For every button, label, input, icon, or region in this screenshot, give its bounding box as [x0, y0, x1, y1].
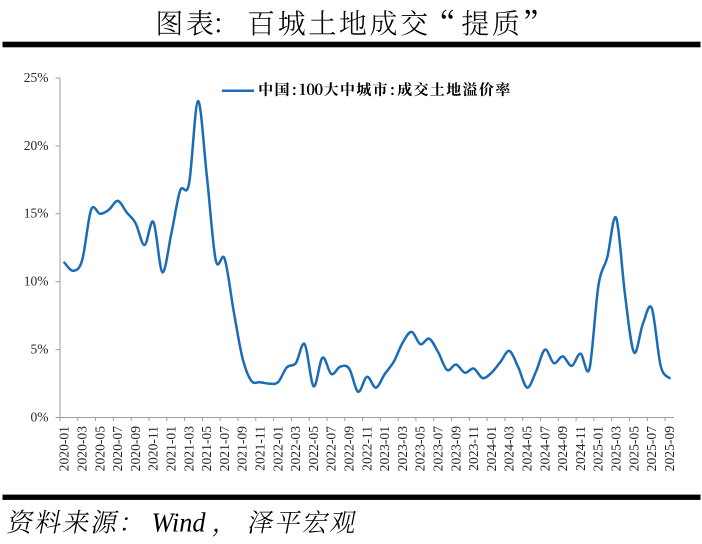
- svg-text:2023-03: 2023-03: [395, 426, 410, 472]
- svg-text:2024-03: 2024-03: [502, 426, 517, 472]
- svg-text:2021-07: 2021-07: [217, 426, 232, 472]
- svg-text:2021-01: 2021-01: [164, 426, 179, 471]
- svg-text:5%: 5%: [31, 342, 49, 357]
- svg-text:0%: 0%: [31, 409, 49, 424]
- svg-text:2023-11: 2023-11: [466, 426, 481, 471]
- svg-text:20%: 20%: [24, 138, 49, 153]
- svg-text:2024-07: 2024-07: [537, 426, 552, 472]
- svg-text:2022-03: 2022-03: [288, 426, 303, 472]
- svg-text:2023-05: 2023-05: [413, 426, 428, 472]
- svg-text:2021-09: 2021-09: [235, 426, 250, 472]
- svg-text:2023-01: 2023-01: [377, 426, 392, 471]
- svg-text:2022-11: 2022-11: [359, 426, 374, 471]
- svg-text:2020-09: 2020-09: [128, 426, 143, 472]
- svg-text:2025-07: 2025-07: [644, 426, 659, 472]
- svg-text:2022-05: 2022-05: [306, 426, 321, 472]
- svg-text:2025-03: 2025-03: [609, 426, 624, 472]
- svg-text:2021-11: 2021-11: [253, 426, 268, 471]
- svg-text:Wind: Wind: [152, 508, 206, 538]
- svg-text:2020-07: 2020-07: [110, 426, 125, 472]
- svg-text:10%: 10%: [24, 274, 49, 289]
- svg-text:2021-03: 2021-03: [181, 426, 196, 472]
- svg-text:2022-09: 2022-09: [342, 426, 357, 472]
- svg-text:15%: 15%: [24, 206, 49, 221]
- svg-text:2025-05: 2025-05: [626, 426, 641, 472]
- svg-text:2023-07: 2023-07: [431, 426, 446, 472]
- svg-text:2020-11: 2020-11: [146, 426, 161, 471]
- svg-text:2025-09: 2025-09: [662, 426, 677, 472]
- svg-text:2024-09: 2024-09: [555, 426, 570, 472]
- svg-text:2024-11: 2024-11: [573, 426, 588, 471]
- svg-text:2024-05: 2024-05: [520, 426, 535, 472]
- svg-text:2020-03: 2020-03: [75, 426, 90, 472]
- svg-text:25%: 25%: [24, 70, 49, 85]
- svg-text:2020-01: 2020-01: [57, 426, 72, 471]
- svg-text:2022-01: 2022-01: [270, 426, 285, 471]
- svg-text:2021-05: 2021-05: [199, 426, 214, 472]
- svg-text:2024-01: 2024-01: [484, 426, 499, 471]
- svg-text:2020-05: 2020-05: [92, 426, 107, 472]
- svg-text:2022-07: 2022-07: [324, 426, 339, 472]
- svg-text:2023-09: 2023-09: [448, 426, 463, 472]
- svg-text:2025-01: 2025-01: [591, 426, 606, 471]
